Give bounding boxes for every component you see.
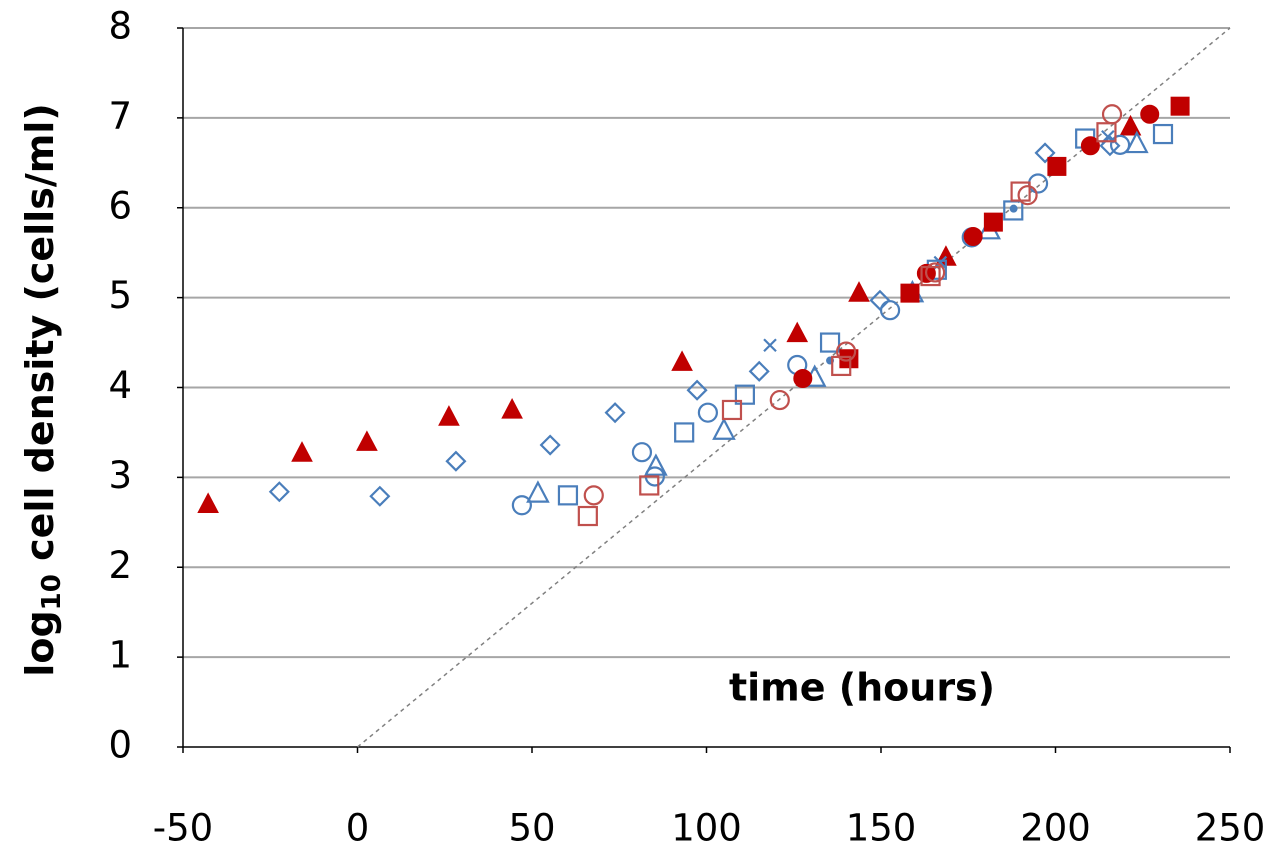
marker: [1140, 104, 1160, 124]
marker: [1047, 156, 1067, 176]
marker: [539, 434, 561, 456]
marker: [1152, 123, 1174, 145]
marker: [268, 481, 290, 503]
marker: [1027, 173, 1049, 194]
x-tick-label: 0: [346, 807, 370, 850]
marker: [1101, 104, 1123, 125]
marker: [1124, 130, 1149, 154]
marker: [369, 485, 391, 507]
y-tick-label: 0: [108, 724, 132, 767]
marker: [1009, 204, 1018, 213]
marker: [526, 480, 550, 503]
marker: [1017, 185, 1038, 206]
y-axis-title: log10 cell density (cells/ml): [18, 103, 67, 676]
marker: [631, 442, 653, 463]
marker: [900, 283, 920, 303]
y-tick-label: 5: [108, 274, 132, 317]
marker: [879, 300, 901, 321]
y-tick-label: 4: [108, 364, 132, 407]
marker: [197, 492, 219, 513]
marker: [793, 369, 813, 389]
marker: [831, 355, 852, 377]
marker: [501, 397, 523, 419]
y-tick-label: 8: [108, 5, 132, 48]
marker: [674, 422, 695, 443]
y-axis-title-part: log: [18, 610, 62, 676]
marker: [1096, 122, 1117, 143]
marker: [356, 430, 378, 451]
marker: [644, 453, 668, 476]
marker: [445, 450, 467, 472]
y-tick-label: 1: [108, 634, 132, 677]
marker: [1109, 134, 1131, 155]
marker: [835, 341, 857, 362]
marker: [848, 281, 870, 302]
marker: [924, 262, 946, 283]
marker: [712, 417, 736, 440]
marker: [697, 402, 718, 423]
marker: [291, 441, 313, 462]
marker: [1080, 136, 1100, 156]
marker: [920, 265, 941, 287]
x-tick-label: 200: [1020, 807, 1091, 850]
y-tick-label: 3: [108, 454, 132, 497]
marker: [983, 212, 1003, 232]
marker: [963, 227, 983, 247]
marker: [1119, 114, 1142, 136]
marker: [748, 360, 770, 382]
x-axis-title: time (hours): [729, 666, 995, 710]
marker: [577, 505, 598, 527]
y-tick-label: 6: [108, 184, 132, 227]
marker: [721, 399, 743, 421]
marker: [1034, 142, 1056, 164]
x-tick-label: -50: [153, 807, 213, 850]
marker: [557, 485, 579, 506]
marker: [1099, 135, 1121, 157]
x-tick-label: 50: [508, 807, 555, 850]
y-tick-label: 2: [108, 544, 132, 587]
y-axis-title-subscript: 10: [37, 574, 67, 610]
marker: [671, 350, 693, 371]
marker: [639, 475, 660, 496]
marker: [769, 389, 790, 411]
y-tick-label: 7: [108, 94, 132, 137]
marker: [511, 495, 532, 516]
x-tick-label: 150: [846, 807, 917, 850]
marker: [763, 338, 777, 353]
y-axis-title-part: cell density (cells/ml): [18, 103, 62, 574]
x-tick-label: 250: [1195, 807, 1266, 850]
marker: [438, 405, 460, 426]
marker: [604, 402, 626, 424]
marker: [734, 384, 755, 405]
marker: [819, 332, 841, 353]
marker: [786, 321, 809, 343]
marker: [583, 485, 604, 506]
marker: [869, 289, 891, 311]
marker: [686, 379, 708, 401]
marker: [1170, 96, 1190, 116]
x-tick-label: 100: [671, 807, 742, 850]
